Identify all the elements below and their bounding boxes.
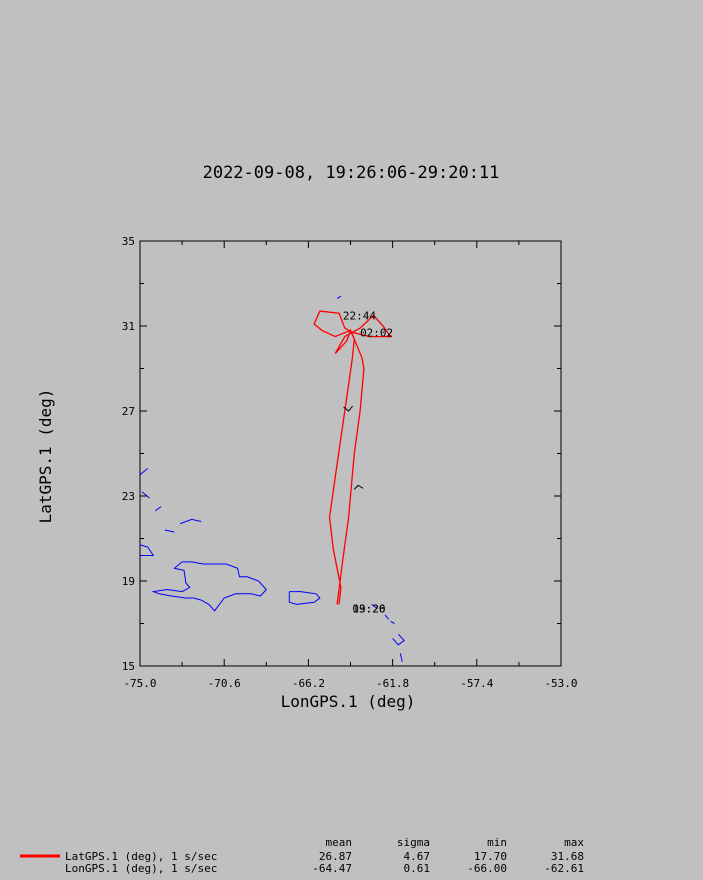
stats-row-lat-label: LatGPS.1 (deg), 1 s/sec [65, 850, 217, 863]
coastline [164, 529, 175, 533]
stats-header-mean: mean [326, 836, 353, 849]
direction-arrow-icon [353, 484, 364, 490]
coastline [390, 620, 395, 624]
flight-track-line [313, 310, 392, 605]
chart-title: 2022-09-08, 19:26:06-29:20:11 [203, 163, 500, 183]
time-annotation: 03:20 [352, 603, 385, 616]
y-tick-label: 23 [122, 490, 135, 503]
coastline [139, 468, 149, 476]
x-tick-label: -53.0 [544, 677, 577, 690]
stats-row-lat-sigma: 4.67 [404, 850, 431, 863]
x-axis-label: LonGPS.1 (deg) [281, 692, 416, 711]
stats-row-lat-min: 17.70 [474, 850, 507, 863]
y-tick-label: 27 [122, 405, 135, 418]
coastline [154, 506, 162, 512]
coastline [392, 633, 405, 646]
coastline [139, 544, 155, 556]
x-tick-label: -75.0 [123, 677, 156, 690]
time-annotation: 22:44 [343, 309, 376, 322]
stats-row-lon-max: -62.61 [544, 862, 584, 875]
stats-row-lat-mean: 26.87 [319, 850, 352, 863]
coastline [399, 653, 403, 662]
x-tick-label: -66.2 [292, 677, 325, 690]
plot-area [139, 240, 562, 667]
stats-header-sigma: sigma [397, 836, 430, 849]
coastline [151, 561, 267, 612]
y-tick-label: 19 [122, 575, 135, 588]
time-annotation: 02:02 [360, 326, 393, 339]
x-tick-label: -70.6 [208, 677, 241, 690]
y-axis-label: LatGPS.1 (deg) [36, 389, 55, 524]
coastline [336, 295, 342, 299]
time-annotation: 19:26 [352, 603, 385, 616]
coastline [384, 614, 390, 620]
stats-row-lat-max: 31.68 [551, 850, 584, 863]
stats-header-max: max [564, 836, 584, 849]
y-tick-label: 15 [122, 660, 135, 673]
stats-row-lon-sigma: 0.61 [404, 862, 431, 875]
stats-header-min: min [487, 836, 507, 849]
x-tick-label: -57.4 [460, 677, 493, 690]
ticks-layer: -75.0 -70.6 -66.2 -61.8 -57.4 -53.0 15 19 23 27 31… [122, 235, 578, 690]
y-tick-label: 35 [122, 235, 135, 248]
direction-arrow-icon [343, 405, 353, 412]
stats-row-lon-label: LonGPS.1 (deg), 1 s/sec [65, 862, 217, 875]
y-tick-label: 31 [122, 320, 135, 333]
x-tick-label: -61.8 [376, 677, 409, 690]
coastline [180, 518, 202, 525]
stats-row-lon-mean: -64.47 [312, 862, 352, 875]
coastline [141, 491, 150, 499]
stats-table: mean sigma min max LatGPS.1 (deg), 1 s/s… [20, 836, 584, 875]
coastline [288, 591, 321, 605]
coastline-layer [139, 295, 405, 662]
stats-row-lon-min: -66.00 [467, 862, 507, 875]
coastline [371, 603, 378, 610]
series-layer [313, 310, 392, 605]
